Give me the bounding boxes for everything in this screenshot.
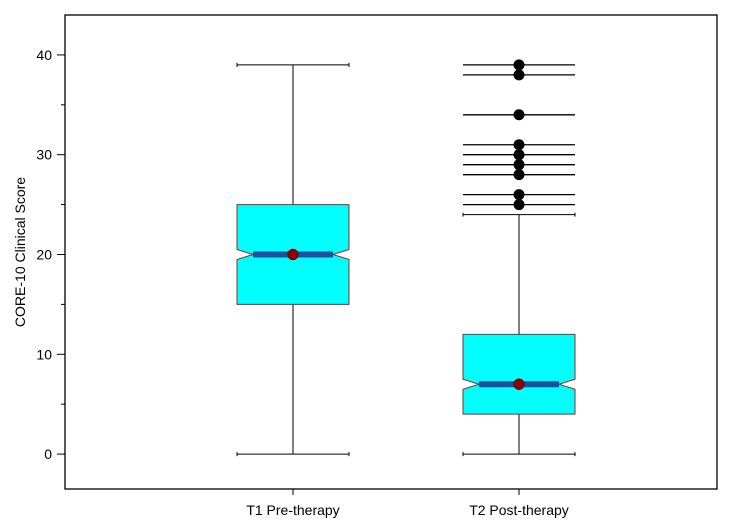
x-tick-label: T1 Pre-therapy xyxy=(246,502,339,518)
plot-frame xyxy=(64,14,718,490)
box-2-outlier-point xyxy=(513,189,525,201)
box-2-outlier-point xyxy=(513,159,525,171)
plot-layer: 0 10 20 30 40 T1 Pre-therapy T2 Post-therapy xyxy=(36,14,718,518)
y-tick-label: 10 xyxy=(36,346,52,362)
box-2-outlier-point xyxy=(513,139,525,151)
box-2-outlier-point xyxy=(513,59,525,71)
box-2-outlier-point xyxy=(513,149,525,161)
y-tick-label: 0 xyxy=(44,446,52,462)
y-axis-label: CORE-10 Clinical Score xyxy=(12,177,28,327)
box-2-outlier-point xyxy=(513,199,525,211)
box-2-outlier-point xyxy=(513,169,525,181)
box-2-outlier-point xyxy=(513,69,525,81)
y-tick-label: 40 xyxy=(36,47,52,63)
y-tick-label: 20 xyxy=(36,246,52,262)
box-2-mean-marker xyxy=(513,378,525,390)
box-2-outlier-point xyxy=(513,109,525,121)
box-1-mean-marker xyxy=(287,248,299,261)
x-tick-label: T2 Post-therapy xyxy=(469,502,569,518)
y-tick-label: 30 xyxy=(36,147,52,163)
box-2-body xyxy=(462,333,576,415)
